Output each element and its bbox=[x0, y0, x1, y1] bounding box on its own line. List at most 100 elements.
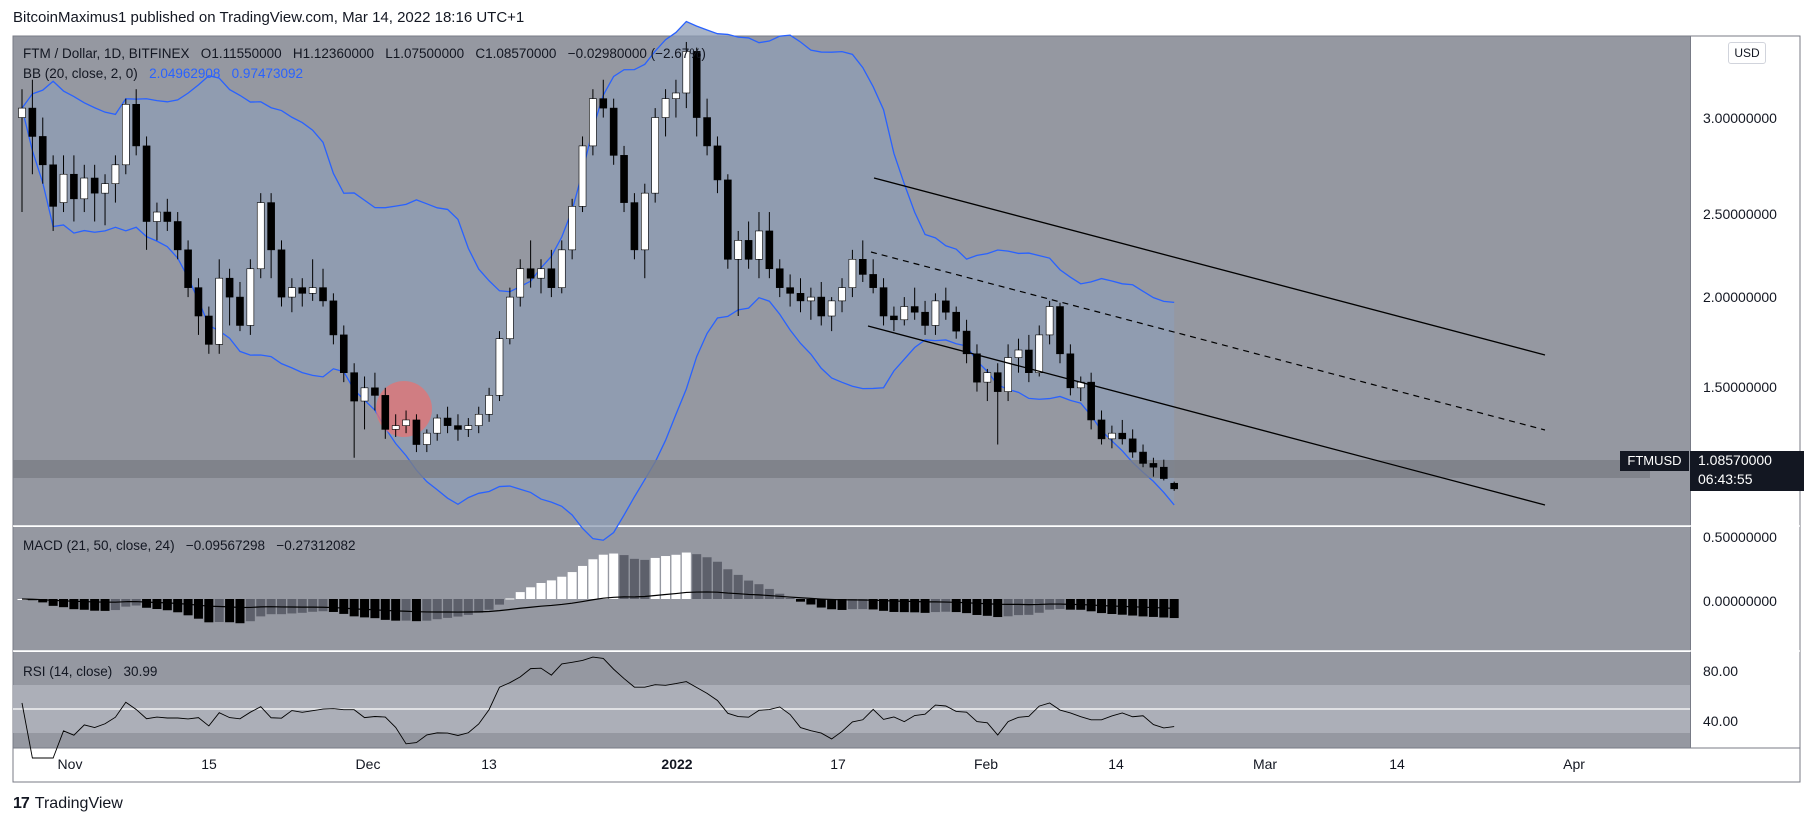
symbol-label[interactable]: FTM / Dollar, 1D, BITFINEX bbox=[23, 46, 190, 61]
bar-countdown: 06:43:55 bbox=[1698, 471, 1753, 487]
macd-histogram-bar bbox=[38, 599, 48, 603]
macd-histogram-bar bbox=[411, 599, 421, 622]
time-axis-label: 2022 bbox=[661, 756, 693, 772]
macd-histogram-bar bbox=[173, 599, 183, 613]
candle-body bbox=[474, 413, 483, 426]
candle-body bbox=[1139, 451, 1147, 464]
macd-histogram-bar bbox=[484, 599, 494, 610]
candle-body bbox=[672, 92, 680, 99]
candle-body bbox=[661, 98, 670, 118]
macd-histogram-bar bbox=[796, 599, 805, 602]
macd-histogram-bar bbox=[225, 599, 235, 623]
macd-histogram-bar bbox=[526, 587, 536, 599]
candle-body bbox=[910, 306, 919, 313]
macd-histogram-bar bbox=[48, 599, 58, 606]
macd-histogram-bar bbox=[474, 599, 484, 613]
candle-body bbox=[298, 287, 307, 294]
macd-histogram-bar bbox=[962, 599, 972, 614]
macd-histogram-bar bbox=[463, 599, 473, 615]
macd-histogram-bar bbox=[650, 557, 660, 599]
macd-histogram-bar bbox=[1003, 599, 1013, 617]
time-axis-label: 13 bbox=[481, 756, 497, 772]
time-axis-label: 14 bbox=[1108, 756, 1124, 772]
macd-histogram-bar bbox=[640, 559, 650, 599]
candle-body bbox=[827, 300, 836, 317]
macd-histogram-bar bbox=[982, 599, 992, 616]
macd-histogram-bar bbox=[1034, 599, 1044, 613]
candle-body bbox=[495, 338, 504, 396]
macd-histogram-bar bbox=[360, 599, 370, 618]
candle-body bbox=[122, 104, 130, 166]
candle-body bbox=[952, 311, 961, 332]
candle-body bbox=[848, 258, 857, 288]
rsi-label[interactable]: RSI (14, close) bbox=[23, 664, 113, 679]
currency-button[interactable]: USD bbox=[1728, 42, 1766, 64]
macd-histogram-bar bbox=[619, 555, 629, 599]
candle-body bbox=[339, 334, 348, 373]
candle-body bbox=[319, 287, 327, 302]
macd-histogram-bar bbox=[993, 599, 1003, 618]
tradingview-footer[interactable]: 17 TradingView bbox=[13, 795, 123, 813]
candle-body bbox=[402, 419, 410, 426]
macd-histogram-bar bbox=[733, 574, 743, 599]
candle-body bbox=[703, 117, 711, 147]
candle-body bbox=[49, 164, 57, 207]
candle-body bbox=[1045, 306, 1054, 336]
candle-body bbox=[879, 287, 888, 317]
channel-upper-line bbox=[873, 177, 1546, 356]
candle-body bbox=[163, 211, 172, 222]
candle-body bbox=[70, 173, 78, 200]
macd-histogram-bar bbox=[816, 599, 826, 608]
macd-histogram-bar bbox=[546, 580, 556, 599]
macd-histogram-bar bbox=[889, 599, 899, 612]
macd-histogram-bar bbox=[152, 599, 162, 610]
macd-histogram-bar bbox=[785, 597, 795, 599]
candle-body bbox=[1149, 463, 1158, 468]
candle-body bbox=[371, 387, 379, 396]
ticker-tag: FTMUSD bbox=[1620, 451, 1689, 471]
candle-body bbox=[1128, 438, 1137, 453]
candle-body bbox=[931, 300, 940, 326]
macd-histogram-bar bbox=[308, 599, 318, 612]
candle-body bbox=[1014, 349, 1023, 358]
macd-histogram-bar bbox=[671, 554, 681, 599]
candle-body bbox=[547, 268, 556, 288]
candle-body bbox=[983, 372, 992, 383]
candle-body bbox=[744, 240, 753, 260]
macd-histogram-bar bbox=[79, 599, 89, 610]
macd-histogram-bar bbox=[142, 599, 152, 608]
time-axis-label: Mar bbox=[1252, 756, 1278, 772]
candle-body bbox=[381, 395, 390, 430]
candle-body bbox=[101, 183, 109, 194]
macd-histogram-bar bbox=[557, 576, 567, 599]
time-axis bbox=[12, 747, 1801, 783]
candle-body bbox=[80, 177, 89, 200]
macd-histogram-bar bbox=[1024, 599, 1034, 615]
macd-histogram-bar bbox=[754, 584, 764, 599]
candle-body bbox=[90, 177, 99, 194]
macd-histogram-bar bbox=[868, 599, 878, 610]
candle-body bbox=[942, 300, 950, 313]
candle-body bbox=[215, 277, 224, 345]
candle-body bbox=[1066, 353, 1075, 389]
macd-label[interactable]: MACD (21, 50, close, 24) bbox=[23, 538, 175, 553]
time-axis-label: Nov bbox=[57, 756, 83, 772]
bb-upper-line bbox=[21, 20, 1175, 303]
macd-histogram-bar bbox=[422, 599, 432, 621]
candle-body bbox=[869, 274, 877, 288]
candle-body bbox=[1118, 432, 1127, 440]
macd-histogram-bar bbox=[598, 554, 608, 599]
macd-histogram-bar bbox=[380, 599, 390, 620]
change-value: −0.02980000 (−2.67%) bbox=[567, 46, 706, 61]
candle-body bbox=[1108, 432, 1116, 440]
candle-body bbox=[568, 206, 576, 251]
candle-body bbox=[18, 107, 26, 118]
rsi-axis-label: 40.00 bbox=[1703, 713, 1739, 729]
macd-pane bbox=[13, 527, 1690, 651]
macd-histogram-bar bbox=[505, 598, 515, 600]
macd-histogram-bar bbox=[370, 599, 380, 619]
bb-label[interactable]: BB (20, close, 2, 0) bbox=[23, 66, 138, 81]
candle-body bbox=[516, 268, 525, 298]
bb-upper-value: 2.04962908 bbox=[149, 66, 221, 81]
